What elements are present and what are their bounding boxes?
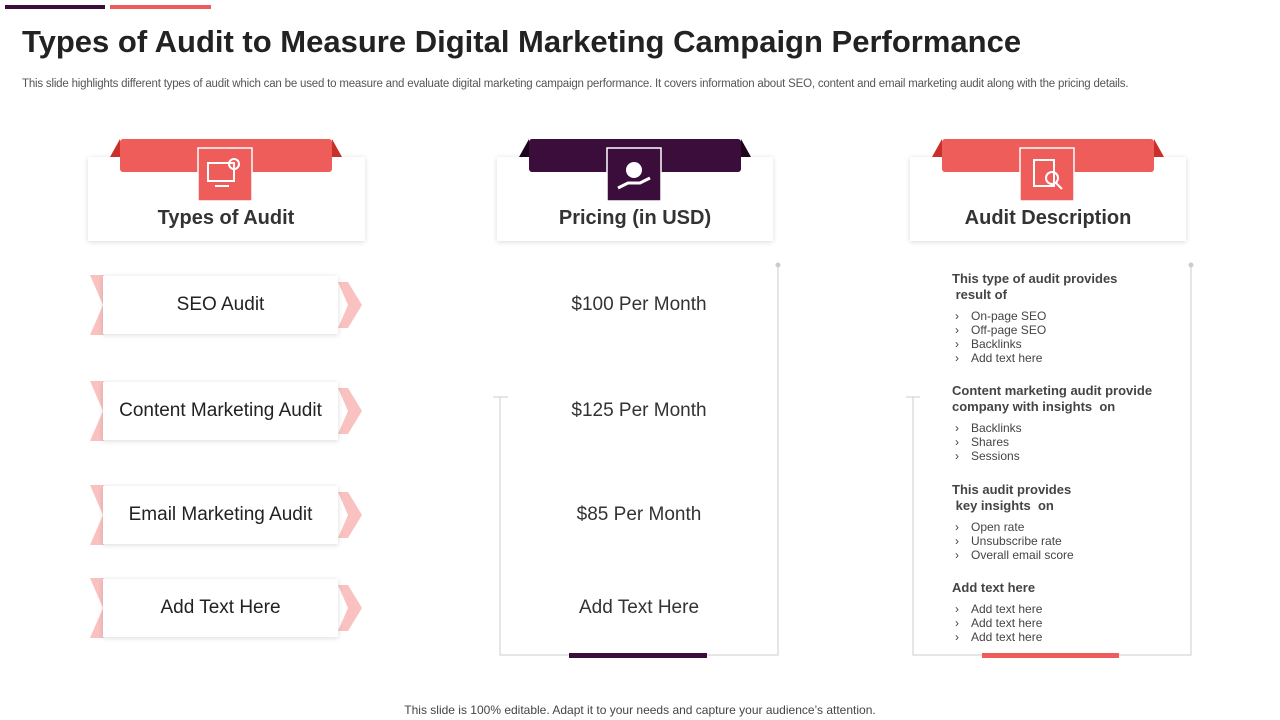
description-heading: key insights on xyxy=(952,498,1054,513)
bottom-bar xyxy=(569,653,707,658)
audit-type: SEO Audit xyxy=(103,276,338,334)
description-item: Add text here xyxy=(955,351,1042,365)
description-item: Add text here xyxy=(955,602,1042,616)
ribbon xyxy=(519,139,751,202)
description-heading: result of xyxy=(952,287,1007,302)
price: Add Text Here xyxy=(578,597,700,618)
description-item: On-page SEO xyxy=(955,309,1046,323)
price: $85 Per Month xyxy=(576,504,702,525)
description-item: Sessions xyxy=(955,449,1020,463)
subtitle: This slide highlights different types of… xyxy=(22,78,1129,90)
bottom-bar xyxy=(982,653,1119,658)
description-heading: company with insights on xyxy=(952,399,1116,414)
column-header: Types of Audit xyxy=(157,207,295,229)
description-item: Add text here xyxy=(955,630,1042,644)
description-item: Unsubscribe rate xyxy=(955,534,1062,548)
column-header: Pricing (in USD) xyxy=(558,207,712,229)
pricing-frame xyxy=(493,262,1194,656)
description-item: Backlinks xyxy=(955,337,1022,351)
price: $100 Per Month xyxy=(571,294,707,315)
description-heading: This type of audit provides xyxy=(952,271,1118,286)
footer: This slide is 100% editable. Adapt it to… xyxy=(404,703,876,717)
description-item: Backlinks xyxy=(955,421,1022,435)
title: Types of Audit to Measure Digital Market… xyxy=(22,24,1022,59)
description-heading: Add text here xyxy=(952,580,1036,595)
audit-type: Add Text Here xyxy=(103,579,338,637)
accent-bar xyxy=(5,5,105,9)
ribbon xyxy=(932,139,1164,202)
accent-bar xyxy=(110,5,211,9)
description-item: Overall email score xyxy=(955,548,1074,562)
description-heading: Content marketing audit provide xyxy=(952,383,1153,398)
description-item: Open rate xyxy=(955,520,1024,534)
column-header: Audit Description xyxy=(964,207,1132,229)
audit-type: Email Marketing Audit xyxy=(103,486,338,544)
description-heading: This audit provides xyxy=(952,482,1072,497)
audit-type: Content Marketing Audit xyxy=(103,382,338,440)
description-item: Off-page SEO xyxy=(955,323,1046,337)
ribbon xyxy=(110,139,342,202)
price: $125 Per Month xyxy=(571,400,707,421)
description-item: Shares xyxy=(955,435,1009,449)
description-item: Add text here xyxy=(955,616,1042,630)
